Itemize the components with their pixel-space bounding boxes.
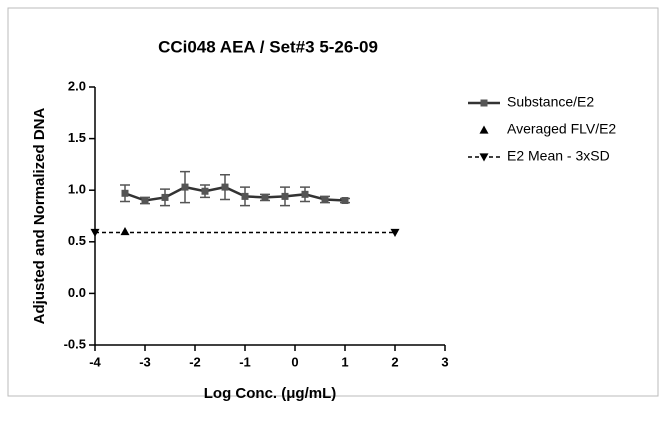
x-tick-label: 2 [391,354,398,369]
y-tick-label: -0.5 [64,336,86,351]
y-tick-label: 1.0 [68,182,86,197]
data-point [141,197,149,205]
data-point [390,228,400,238]
data-point [121,189,129,197]
legend-marker [480,99,488,107]
data-point [161,193,169,201]
legend-marker [479,125,489,134]
data-point [301,190,309,198]
y-tick-label: 0.0 [68,285,86,300]
x-tick-label: 3 [441,354,448,369]
data-point [90,228,100,238]
series-line [124,185,346,202]
x-tick-label: 0 [291,354,298,369]
y-axis-label: Adjusted and Normalized DNA [31,107,48,324]
legend-label: Averaged FLV/E2 [507,121,616,137]
legend-marker [479,153,489,162]
y-tick-label: 2.0 [68,78,86,93]
data-point [321,195,329,203]
data-point [201,187,209,195]
x-tick-label: 1 [341,354,348,369]
data-point [241,192,249,200]
data-point [181,183,189,191]
chart-frame [7,7,659,397]
x-tick-label: -3 [139,354,151,369]
data-point [341,197,349,205]
y-tick-label: 0.5 [68,233,86,248]
data-point [120,226,130,236]
legend-label: E2 Mean - 3xSD [507,148,610,164]
data-point [281,192,289,200]
legend-label: Substance/E2 [507,94,594,110]
x-tick-label: -2 [189,354,201,369]
x-axis-label: Log Conc. (μg/mL) [204,385,337,402]
data-point [261,193,269,201]
x-tick-label: -1 [239,354,251,369]
data-point [221,183,229,191]
y-tick-label: 1.5 [68,130,86,145]
chart-title: CCi048 AEA / Set#3 5-26-09 [158,37,378,56]
x-tick-label: -4 [89,354,101,369]
